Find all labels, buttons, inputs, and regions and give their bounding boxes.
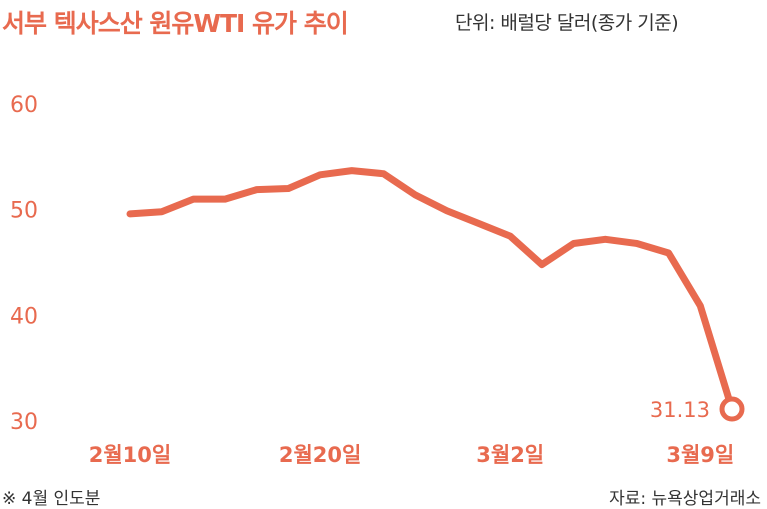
unit-label: 단위: 배럴당 달러(종가 기준)	[455, 12, 679, 34]
x-tick-label: 3월2일	[476, 443, 544, 467]
source-label: 자료: 뉴욕상업거래소	[609, 489, 761, 509]
y-tick-label: 50	[10, 199, 38, 224]
chart-title: 서부 텍사스산 원유WTI 유가 추이	[2, 9, 349, 38]
data-point-last	[719, 396, 745, 422]
data-label: 31.13	[650, 398, 710, 422]
x-tick-label: 2월10일	[89, 443, 171, 467]
y-tick-label: 40	[10, 304, 38, 329]
x-tick-label: 2월20일	[279, 443, 361, 467]
series-line	[126, 167, 736, 413]
y-tick-label: 30	[10, 410, 38, 435]
footnote: ※ 4월 인도분	[2, 489, 101, 509]
y-tick-label: 60	[10, 93, 38, 118]
x-tick-label: 3월9일	[666, 443, 734, 467]
